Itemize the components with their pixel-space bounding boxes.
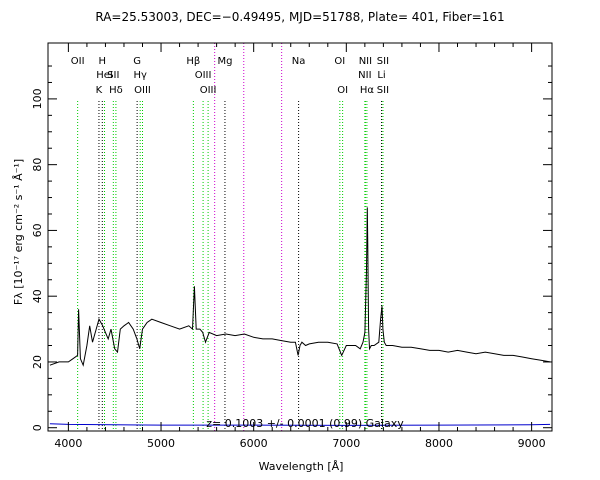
y-tick-label: 20 — [31, 355, 44, 369]
error-series-line — [49, 423, 551, 426]
y-axis-label: Fλ [10⁻¹⁷ erg cm⁻² s⁻¹ Å⁻¹] — [12, 159, 25, 305]
spectral-line-label: SII — [377, 85, 389, 96]
plot-frame — [47, 42, 553, 432]
spectral-line-label: Li — [377, 70, 385, 81]
spectral-line-label: G — [133, 56, 141, 67]
spectral-line-label: NII — [359, 56, 372, 67]
spectral-line-label: SII — [377, 56, 389, 67]
x-tick-label: 9000 — [518, 437, 546, 450]
y-tick-label: 0 — [31, 424, 44, 431]
spectral-line-label: SII — [107, 70, 119, 81]
spectral-line-label: OIII — [134, 85, 151, 96]
spectral-line-label: HeI — [96, 70, 113, 81]
spectral-line-label: OIII — [200, 85, 217, 96]
y-tick-label: 100 — [31, 88, 44, 109]
spectral-line-label: H — [99, 56, 107, 67]
flux-series-line — [49, 207, 551, 367]
spectral-line-label: NII — [358, 70, 371, 81]
spectral-line-label: K — [96, 85, 103, 96]
y-tick-label: 40 — [31, 289, 44, 303]
spectral-line-label: OI — [337, 85, 348, 96]
flux-layer — [49, 207, 551, 426]
redshift-annotation: z= 0.1003 +/- 0.0001 (0.99) Galaxy — [206, 417, 404, 430]
spectral-lines-layer: OII H HeI K SII Hδ G Hγ OIII Hβ OIII OIII Mg Na OI OI NI… — [71, 43, 389, 431]
x-tick-label: 7000 — [332, 437, 360, 450]
chart-title: RA=25.53003, DEC=−0.49495, MJD=51788, Pl… — [95, 10, 505, 24]
x-tick-label: 8000 — [425, 437, 453, 450]
spectral-line-label: Hβ — [186, 56, 200, 67]
spectral-line-label: OII — [71, 56, 85, 67]
spectral-line-label: Hγ — [133, 70, 147, 81]
spectral-line-label: OI — [334, 56, 345, 67]
x-axis-label: Wavelength [Å] — [259, 460, 344, 473]
spectral-line-label: Hα — [360, 85, 375, 96]
x-tick-label: 4000 — [54, 437, 82, 450]
y-tick-label: 60 — [31, 223, 44, 237]
spectral-line-label: OIII — [195, 70, 212, 81]
spectral-line-label: Na — [292, 56, 306, 67]
y-tick-label: 80 — [31, 158, 44, 172]
spectral-line-label: Mg — [217, 56, 232, 67]
spectral-line-label: Hδ — [109, 85, 123, 96]
x-tick-label: 5000 — [147, 437, 175, 450]
axes-layer: 4000 5000 6000 7000 8000 9000 0 20 40 60 80 100 — [31, 42, 553, 450]
x-tick-label: 6000 — [240, 437, 268, 450]
